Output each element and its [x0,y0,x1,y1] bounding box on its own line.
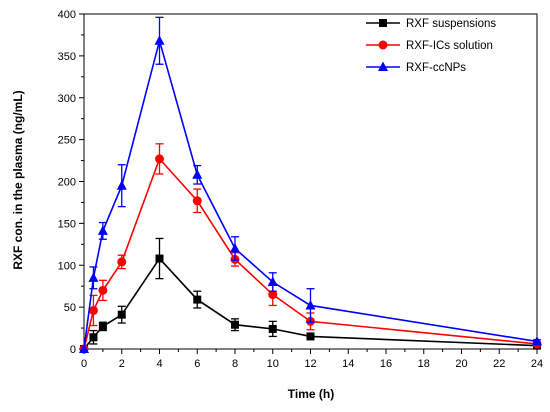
y-tick-label: 250 [58,135,76,147]
x-tick-label: 10 [267,358,279,370]
x-tick-label: 2 [119,358,125,370]
data-point [267,276,278,286]
data-point [98,322,107,331]
data-point [79,343,89,353]
legend-marker [378,61,388,71]
legend-label: RXF-ICs solution [406,40,493,52]
x-tick-label: 16 [380,358,392,370]
data-point [192,169,203,179]
series-line [83,257,538,350]
x-tick-label: 22 [493,358,505,370]
x-tick-label: 8 [232,358,238,370]
x-tick-label: 20 [455,358,467,370]
x-tick-label: 12 [304,358,316,370]
x-axis-title: Time (h) [288,387,334,401]
data-point [268,290,278,300]
data-point [88,305,98,315]
x-tick-label: 6 [194,358,200,370]
data-point [532,335,542,346]
y-axis-ticks: 0 50 100 150 200 250 300 350 400 [58,9,84,356]
y-tick-label: 400 [58,9,76,21]
data-point [155,154,164,164]
data-point [155,254,164,263]
data-point [306,332,315,341]
legend-marker [379,19,387,27]
data-point [98,285,108,295]
y-tick-label: 200 [58,177,76,189]
y-tick-label: 300 [58,93,76,105]
series-layer [79,16,542,354]
legend-marker [378,40,388,50]
y-tick-label: 0 [70,344,76,356]
data-point [117,310,126,319]
legend: RXF suspensions RXF-ICs solution RXF-ccNPs [366,18,496,74]
data-point [154,35,165,45]
series-line [83,157,538,350]
legend-label: RXF-ccNPs [406,62,466,74]
x-tick-label: 4 [156,358,162,370]
data-point [231,320,239,329]
series-line [83,37,538,350]
data-point [116,180,127,190]
series-3 [79,16,542,353]
x-tick-label: 14 [342,358,354,370]
data-point [193,295,202,304]
x-axis-ticks: 0 2 4 6 8 10 12 14 16 18 20 22 24 [81,349,543,370]
data-point [305,299,316,310]
data-point [89,333,98,342]
data-point [97,225,108,235]
data-point [88,272,99,282]
y-tick-label: 350 [58,51,76,63]
legend-label: RXF suspensions [406,18,496,30]
data-point [230,243,240,253]
y-tick-label: 100 [58,260,76,272]
data-point [268,324,277,333]
data-point [117,257,127,267]
x-tick-label: 24 [531,358,543,370]
y-tick-label: 50 [64,302,76,314]
x-tick-label: 18 [418,358,430,370]
x-tick-label: 0 [81,358,87,370]
y-tick-label: 150 [58,218,76,230]
y-axis-title: RXF con. in the plasma (ng/mL) [11,90,25,269]
data-point [192,196,202,206]
